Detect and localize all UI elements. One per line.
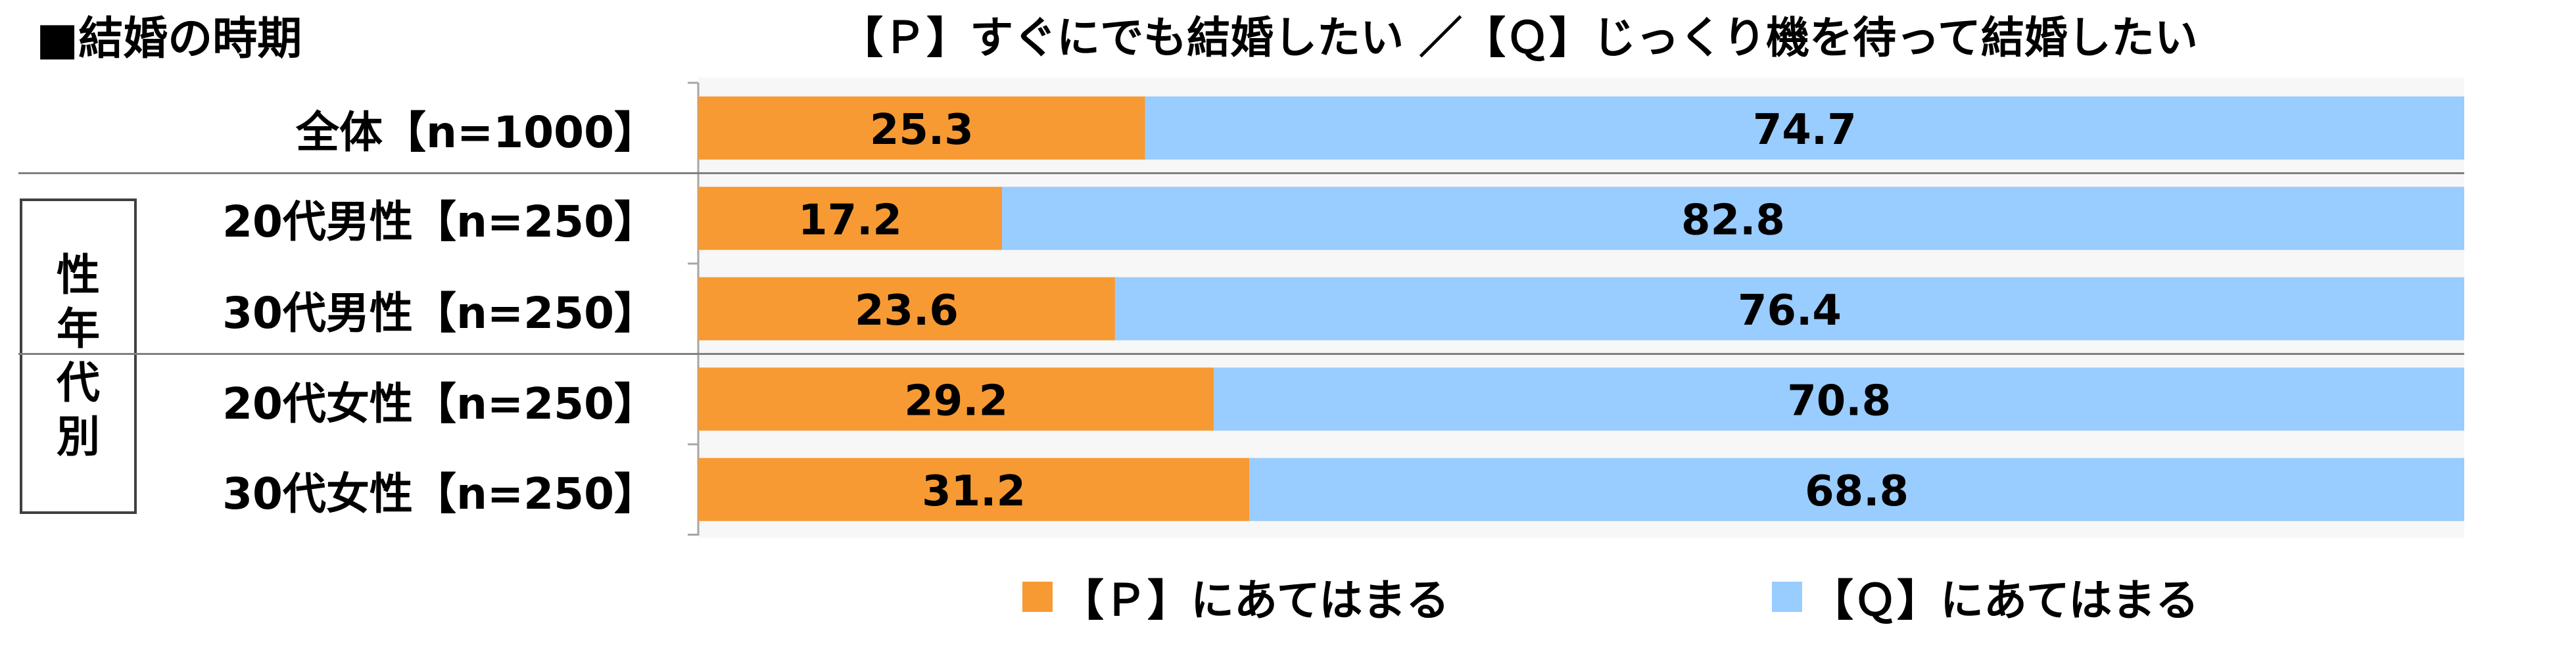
row-label-male-30s: 30代男性【n=250】 bbox=[222, 288, 657, 338]
data-label-p: 23.6 bbox=[855, 287, 959, 335]
group-label-char: 性 bbox=[57, 250, 100, 300]
data-label-q: 82.8 bbox=[1681, 196, 1785, 244]
group-label: 性年代別 bbox=[20, 198, 137, 514]
data-label-p: 17.2 bbox=[798, 196, 902, 244]
group-label-char: 年 bbox=[57, 304, 100, 354]
row-label-female-20s: 20代女性【n=250】 bbox=[222, 379, 657, 429]
legend-item-q: 【Ｑ】にあてはまる bbox=[1772, 570, 2199, 626]
bar-segment-q bbox=[1001, 187, 2464, 250]
bar-segment-p bbox=[698, 277, 1115, 340]
group-label-char: 代 bbox=[57, 358, 100, 408]
legend-item-p: 【Ｐ】にあてはまる bbox=[1022, 570, 1449, 626]
bar-segment-p bbox=[698, 96, 1145, 160]
data-label-q: 70.8 bbox=[1787, 377, 1891, 425]
data-label-p: 25.3 bbox=[870, 106, 974, 154]
bar-segment-q bbox=[1249, 457, 2464, 521]
bar-segment-p bbox=[698, 367, 1214, 431]
group-box bbox=[20, 198, 137, 514]
legend-swatch-p bbox=[1022, 582, 1053, 612]
data-label-q: 76.4 bbox=[1738, 287, 1842, 335]
row-label-female-30s: 30代女性【n=250】 bbox=[222, 469, 657, 519]
legend-label-p: 【Ｐ】にあてはまる bbox=[1061, 575, 1450, 626]
group-label-char: 別 bbox=[57, 411, 100, 462]
legend-swatch-q bbox=[1772, 582, 1802, 612]
legend-label-q: 【Ｑ】にあてはまる bbox=[1810, 575, 2199, 626]
data-label-p: 29.2 bbox=[904, 377, 1008, 425]
bar-segment-p bbox=[698, 457, 1250, 521]
data-label-p: 31.2 bbox=[922, 467, 1026, 516]
bar-segment-p bbox=[698, 187, 1002, 250]
data-label-q: 74.7 bbox=[1753, 106, 1857, 154]
bar-segment-q bbox=[1114, 277, 2464, 340]
row-label-male-20s: 20代男性【n=250】 bbox=[222, 197, 657, 247]
bar-segment-q bbox=[1145, 96, 2464, 160]
section-title: ■結婚の時期 bbox=[36, 13, 302, 65]
row-label-total: 全体【n=1000】 bbox=[296, 107, 657, 158]
bar-segment-q bbox=[1214, 367, 2464, 431]
data-label-q: 68.8 bbox=[1805, 467, 1909, 516]
chart-title: 【Ｐ】すぐにでも結婚したい ／【Ｑ】じっくり機を待って結婚したい bbox=[840, 12, 2198, 63]
